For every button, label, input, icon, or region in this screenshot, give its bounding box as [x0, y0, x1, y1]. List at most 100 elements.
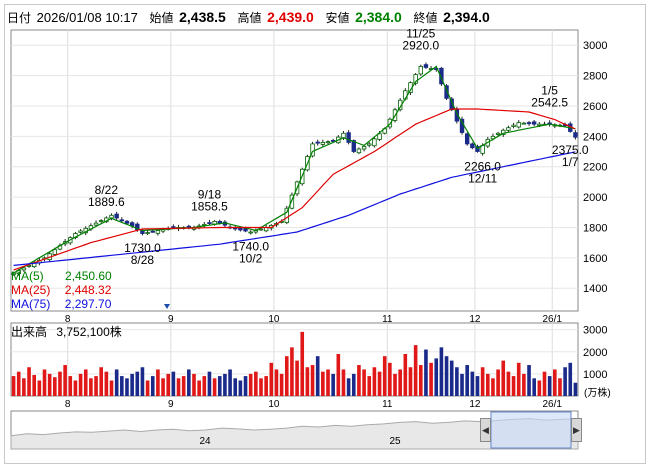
- volume-bar: [171, 371, 176, 396]
- candle-body: [325, 141, 331, 144]
- candle-body: [506, 127, 511, 131]
- candle-body: [573, 132, 578, 138]
- volume-bar: [228, 369, 232, 396]
- volume-bar: [73, 380, 78, 396]
- ma75-line: [13, 151, 576, 266]
- navigator-year-label: 25: [389, 436, 401, 447]
- volume-bar: [501, 360, 506, 396]
- volume-bar: [516, 362, 521, 396]
- ma75-value: 2,297.70: [64, 297, 112, 311]
- price-tick-label: 1600: [583, 253, 607, 265]
- price-tick-label: 1400: [583, 283, 607, 295]
- candle-body: [11, 272, 16, 275]
- close-value: 2,394.0: [443, 9, 490, 25]
- high-value: 2,439.0: [267, 9, 314, 25]
- ma25-value: 2,448.32: [64, 283, 112, 297]
- navigator-right-handle[interactable]: ▶: [571, 418, 582, 442]
- volume-bar: [465, 365, 469, 396]
- volume-bar: [83, 369, 88, 396]
- annotation-date: 12/11: [468, 172, 497, 186]
- volume-bar: [125, 378, 129, 396]
- candle-body: [434, 68, 439, 70]
- volume-bar: [362, 369, 366, 396]
- volume-bar: [269, 362, 274, 396]
- volume-bar: [197, 380, 201, 396]
- volume-bar: [341, 369, 346, 396]
- volume-bar: [161, 378, 165, 396]
- volume-bar: [346, 378, 351, 396]
- volume-bar: [382, 356, 387, 396]
- annotation-value: 1730.0: [124, 241, 161, 255]
- volume-bar: [104, 371, 109, 396]
- volume-bar: [444, 356, 449, 396]
- ma25-line: [13, 108, 576, 271]
- volume-bar: [527, 365, 531, 396]
- candle-body: [330, 140, 336, 142]
- volume-bar: [181, 376, 186, 396]
- candle-body: [114, 213, 119, 219]
- volume-bar: [264, 376, 268, 396]
- volume-bar: [413, 345, 418, 396]
- volume-bar: [491, 378, 495, 396]
- month-label: 10: [268, 314, 280, 325]
- price-tick-label: 2000: [583, 192, 607, 204]
- candle-body: [78, 230, 83, 233]
- volume-bar: [434, 358, 439, 396]
- volume-bar: [233, 378, 238, 396]
- volume-bar: [357, 365, 361, 396]
- ohlc-header: 日付 2026/01/08 10:17 始値 2,438.5 高値 2,439.…: [7, 7, 498, 27]
- annotation-date: 11/25: [406, 26, 435, 40]
- volume-bar: [274, 369, 279, 396]
- ma75-label: MA(75): [11, 297, 51, 311]
- volume-bar: [11, 376, 16, 396]
- annotation-date: 1/5: [541, 84, 558, 98]
- month-label: 10: [268, 399, 280, 410]
- candle-body: [52, 249, 58, 255]
- candle-body: [537, 123, 542, 126]
- volume-bar: [22, 378, 26, 396]
- ma5-legend: MA(5) 2,450.60: [11, 269, 112, 283]
- price-tick-label: 2400: [583, 131, 607, 143]
- volume-bar: [130, 373, 134, 396]
- volume-bar: [58, 371, 62, 396]
- volume-bar: [243, 376, 248, 396]
- volume-bar: [114, 369, 119, 396]
- navigator-left-handle[interactable]: ◀: [480, 418, 491, 442]
- volume-bar: [558, 378, 562, 396]
- annotation-date: 8/28: [131, 253, 155, 267]
- volume-bar: [367, 376, 372, 396]
- candle-body: [310, 143, 315, 157]
- candle-body: [207, 222, 212, 224]
- ma5-label: MA(5): [11, 269, 44, 283]
- candle-body: [511, 124, 516, 127]
- candle-body: [320, 141, 326, 145]
- candle-body: [248, 231, 253, 234]
- candle-body: [531, 121, 537, 125]
- month-label: 9: [168, 314, 174, 325]
- candle-body: [526, 122, 532, 125]
- volume-value: 3,752,100株: [56, 325, 122, 339]
- volume-bar: [217, 376, 222, 396]
- volume-bar: [485, 373, 490, 396]
- month-label: 9: [168, 399, 174, 410]
- navigator-window: [490, 411, 572, 449]
- date-value: 2026/01/08 10:17: [36, 10, 138, 25]
- candle-body: [418, 66, 423, 75]
- volume-label: 出来高: [11, 325, 48, 339]
- candle-body: [367, 143, 372, 146]
- volume-bar: [522, 373, 526, 396]
- volume-bar: [192, 373, 196, 396]
- candle-body: [423, 64, 429, 68]
- volume-bar: [187, 369, 191, 396]
- volume-bar: [140, 367, 145, 396]
- volume-bar: [63, 365, 67, 396]
- annotation-value: 2266.0: [464, 160, 501, 174]
- volume-bar: [305, 367, 310, 396]
- volume-bar: [94, 376, 98, 396]
- candle-body: [444, 85, 449, 99]
- price-tick-label: 3000: [583, 40, 607, 52]
- candle-body: [439, 67, 444, 85]
- volume-bar: [506, 371, 511, 396]
- volume-bar: [300, 331, 305, 396]
